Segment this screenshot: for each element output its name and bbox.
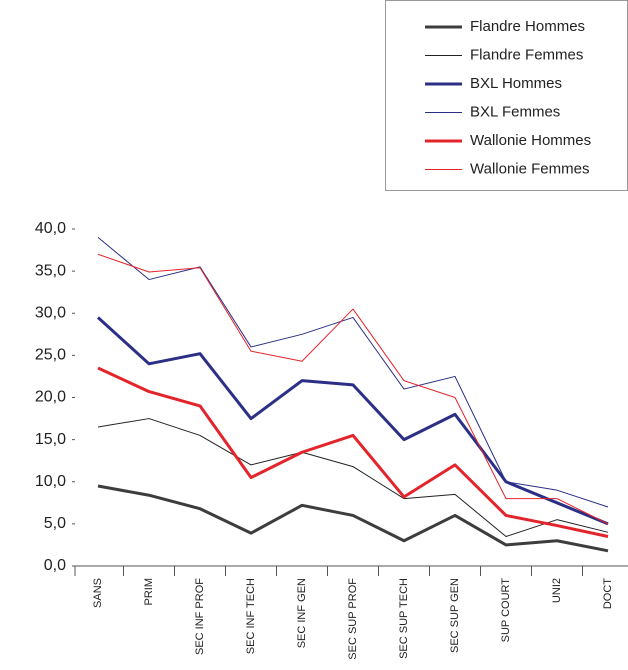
legend-label: Flandre Femmes	[470, 46, 583, 63]
legend-label: Wallonie Femmes	[470, 160, 589, 177]
series-line	[97, 237, 609, 508]
x-tick-label: SEC INF PROF	[194, 578, 206, 655]
y-tick-label: 0,0	[44, 557, 66, 574]
y-tick-label: 10,0	[35, 473, 66, 490]
series-line	[96, 316, 609, 526]
x-tick-label: PRIM	[143, 578, 155, 606]
legend-label: BXL Femmes	[470, 103, 560, 120]
y-tick-label: 15,0	[35, 431, 66, 448]
legend-label: Flandre Hommes	[470, 18, 585, 35]
series-line	[97, 418, 609, 538]
y-tick-label: 5,0	[44, 515, 66, 532]
x-tick-label: SEC INF GEN	[296, 578, 308, 648]
y-tick-label: 35,0	[35, 262, 66, 279]
series-line	[97, 484, 609, 553]
x-tick-label: SUP COURT	[500, 578, 512, 643]
y-tick-label: 30,0	[35, 304, 66, 321]
legend-label: BXL Hommes	[470, 75, 562, 92]
x-tick-label: SEC SUP PROF	[347, 578, 359, 660]
series-line	[97, 253, 609, 525]
x-tick-label: SANS	[92, 578, 104, 608]
x-tick-label: SEC INF TECH	[245, 578, 257, 654]
x-tick-label: SEC SUP GEN	[449, 578, 461, 653]
y-tick-label: 25,0	[35, 347, 66, 364]
x-tick-label: DOCT	[602, 578, 614, 609]
x-tick-label: SEC SUP TECH	[398, 578, 410, 659]
legend-label: Wallonie Hommes	[470, 132, 591, 149]
x-tick-label: UNI2	[551, 578, 563, 603]
series-line	[97, 366, 609, 538]
legend-box	[385, 0, 628, 191]
y-tick-label: 40,0	[35, 220, 66, 237]
y-tick-label: 20,0	[35, 389, 66, 406]
